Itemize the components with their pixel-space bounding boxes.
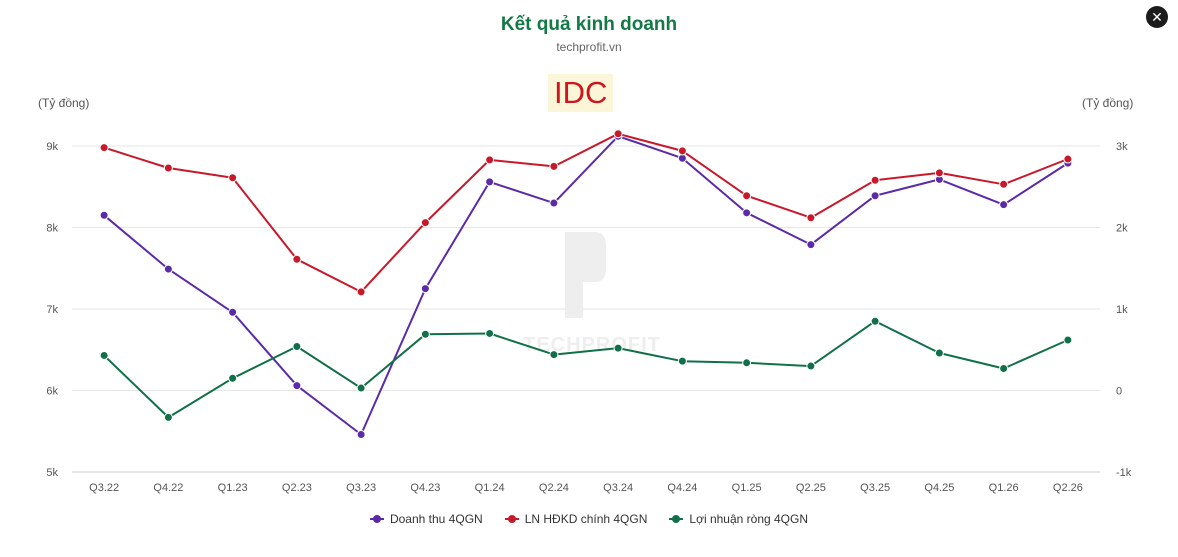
- data-point[interactable]: [549, 161, 559, 171]
- data-point[interactable]: [420, 284, 430, 294]
- left-y-tick-label: 5k: [46, 467, 58, 479]
- data-point[interactable]: [228, 307, 238, 317]
- data-point[interactable]: [870, 191, 880, 201]
- x-tick-label: Q1.24: [475, 482, 505, 494]
- x-tick-label: Q2.25: [796, 482, 826, 494]
- data-point[interactable]: [292, 341, 302, 351]
- right-axis-unit: (Tỷ đồng): [1082, 96, 1134, 110]
- data-point[interactable]: [870, 316, 880, 326]
- data-point[interactable]: [742, 358, 752, 368]
- data-point[interactable]: [870, 175, 880, 185]
- data-point[interactable]: [228, 373, 238, 383]
- legend: Doanh thu 4QGN LN HĐKD chính 4QGN Lợi nhuậ…: [0, 512, 1178, 526]
- x-tick-label: Q1.23: [218, 482, 248, 494]
- series-1: [99, 131, 1073, 440]
- data-point[interactable]: [742, 191, 752, 201]
- data-point[interactable]: [163, 163, 173, 173]
- data-point[interactable]: [806, 213, 816, 223]
- close-icon[interactable]: ✕: [1146, 6, 1168, 28]
- data-point[interactable]: [485, 328, 495, 338]
- legend-label: Doanh thu 4QGN: [389, 512, 483, 526]
- data-point[interactable]: [999, 179, 1009, 189]
- left-y-tick-label: 9k: [46, 141, 58, 153]
- legend-item[interactable]: Lợi nhuận ròng 4QGN: [669, 512, 808, 526]
- series-line: [103, 320, 1069, 419]
- data-point[interactable]: [613, 129, 623, 139]
- data-point[interactable]: [549, 350, 559, 360]
- chart-subtitle: techprofit.vn: [556, 40, 622, 54]
- series-2: [99, 129, 1073, 297]
- data-point[interactable]: [1063, 154, 1073, 164]
- data-point[interactable]: [549, 198, 559, 208]
- data-point[interactable]: [228, 173, 238, 183]
- data-point[interactable]: [420, 329, 430, 339]
- legend-marker-icon: [369, 514, 384, 524]
- data-point[interactable]: [806, 240, 816, 250]
- x-tick-label: Q3.25: [860, 482, 890, 494]
- data-point[interactable]: [99, 210, 109, 220]
- data-point[interactable]: [677, 153, 687, 163]
- data-point[interactable]: [677, 356, 687, 366]
- data-point[interactable]: [292, 254, 302, 264]
- data-point[interactable]: [99, 143, 109, 153]
- data-point[interactable]: [356, 287, 366, 297]
- left-y-tick-label: 6k: [46, 386, 58, 398]
- data-point[interactable]: [356, 430, 366, 440]
- legend-item[interactable]: LN HĐKD chính 4QGN: [504, 512, 648, 526]
- data-point[interactable]: [99, 350, 109, 360]
- legend-label: Lợi nhuận ròng 4QGN: [689, 512, 809, 526]
- chart-title: Kết quả kinh doanh: [500, 14, 678, 35]
- x-tick-label: Q4.23: [410, 482, 440, 494]
- watermark: TECHPROFIT: [523, 232, 660, 356]
- right-y-tick-label: 0: [1116, 386, 1122, 398]
- data-point[interactable]: [934, 168, 944, 178]
- x-tick-label: Q1.25: [732, 482, 762, 494]
- right-y-tick-label: 2k: [1116, 223, 1128, 235]
- left-axis-unit: (Tỷ đồng): [38, 96, 90, 110]
- legend-item[interactable]: Doanh thu 4QGN: [369, 512, 483, 526]
- legend-label: LN HĐKD chính 4QGN: [524, 512, 648, 526]
- series-line: [103, 135, 1069, 436]
- data-point[interactable]: [677, 146, 687, 156]
- ticker-symbol: IDC: [548, 74, 614, 112]
- legend-marker-icon: [669, 514, 684, 524]
- x-tick-label: Q4.22: [153, 482, 183, 494]
- series-3: [99, 316, 1073, 422]
- x-tick-label: Q3.23: [346, 482, 376, 494]
- data-point[interactable]: [806, 361, 816, 371]
- data-point[interactable]: [1063, 335, 1073, 345]
- x-tick-label: Q4.25: [924, 482, 954, 494]
- data-point[interactable]: [999, 200, 1009, 210]
- data-point[interactable]: [934, 348, 944, 358]
- left-y-tick-label: 7k: [46, 304, 58, 316]
- x-tick-label: Q2.24: [539, 482, 569, 494]
- data-point[interactable]: [163, 264, 173, 274]
- data-point[interactable]: [613, 343, 623, 353]
- legend-marker-icon: [504, 514, 519, 524]
- x-tick-label: Q3.22: [89, 482, 119, 494]
- data-point[interactable]: [292, 381, 302, 391]
- data-point[interactable]: [485, 155, 495, 165]
- x-tick-label: Q1.26: [989, 482, 1019, 494]
- series-line: [103, 132, 1069, 293]
- right-y-tick-label: 1k: [1116, 304, 1128, 316]
- data-point[interactable]: [163, 412, 173, 422]
- x-tick-label: Q2.26: [1053, 482, 1083, 494]
- right-y-tick-label: -1k: [1116, 467, 1132, 479]
- data-point[interactable]: [420, 218, 430, 228]
- x-tick-label: Q2.23: [282, 482, 312, 494]
- left-y-tick-label: 8k: [46, 223, 58, 235]
- right-y-tick-label: 3k: [1116, 141, 1128, 153]
- data-point[interactable]: [356, 383, 366, 393]
- x-tick-label: Q3.24: [603, 482, 633, 494]
- x-tick-label: Q4.24: [667, 482, 697, 494]
- data-point[interactable]: [999, 363, 1009, 373]
- data-point[interactable]: [485, 177, 495, 187]
- data-point[interactable]: [742, 208, 752, 218]
